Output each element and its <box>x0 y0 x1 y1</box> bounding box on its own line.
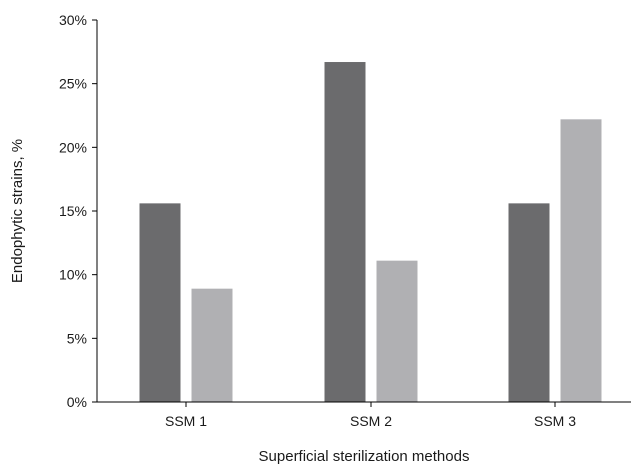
y-tick-label: 15% <box>59 203 87 219</box>
bar <box>376 260 418 402</box>
bar <box>139 203 181 402</box>
x-axis-label: Superficial sterilization methods <box>259 448 470 465</box>
x-axis-ticks: SSM 1 SSM 2 SSM 3 <box>165 402 576 429</box>
y-axis-label: Endophytic strains, % <box>9 139 26 283</box>
x-tick-label: SSM 2 <box>350 413 392 429</box>
bar <box>508 203 550 402</box>
y-tick-label: 0% <box>67 394 87 410</box>
bar <box>324 62 366 403</box>
y-tick-label: 5% <box>67 330 87 346</box>
y-tick-label: 25% <box>59 76 87 92</box>
y-axis-ticks: 0% 5% 10% 15% 20% 25% 30% <box>59 12 97 410</box>
bar <box>191 288 233 402</box>
x-tick-label: SSM 3 <box>534 413 576 429</box>
x-tick-label: SSM 1 <box>165 413 207 429</box>
bar <box>560 119 602 402</box>
y-tick-label: 20% <box>59 139 87 155</box>
bars-group <box>139 62 602 403</box>
y-tick-label: 10% <box>59 267 87 283</box>
y-tick-label: 30% <box>59 12 87 28</box>
